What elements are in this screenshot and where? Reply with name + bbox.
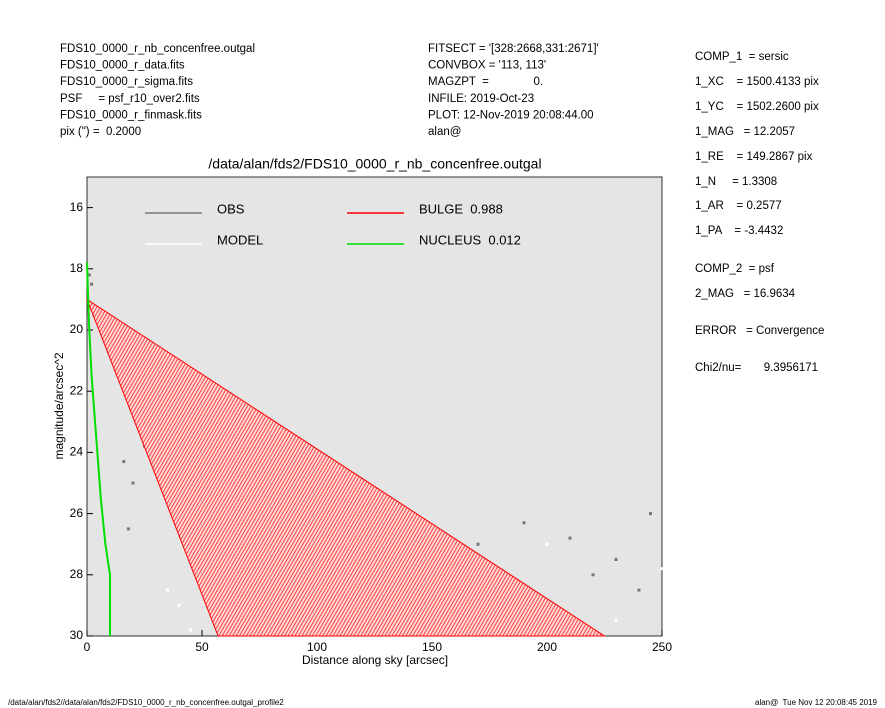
header-right-line: 1_AR = 0.2577: [695, 200, 782, 212]
point: [122, 460, 126, 464]
point: [126, 527, 130, 531]
y-tick-label: 24: [70, 445, 84, 459]
header-right-line: 1_YC = 1502.2600 pix: [695, 101, 819, 113]
point: [637, 588, 641, 592]
area: [85, 298, 607, 637]
point: [90, 282, 94, 286]
header-right-line: 1_RE = 149.2867 pix: [695, 151, 813, 163]
x-tick-label: 200: [537, 640, 557, 654]
legend-label: MODEL: [217, 232, 263, 247]
header-left-line: FDS10_0000_r_sigma.fits: [60, 76, 193, 88]
footer-right: alan@ Tue Nov 12 20:08:45 2019: [755, 698, 878, 707]
legend-label: NUCLEUS 0.012: [419, 232, 521, 247]
point: [660, 567, 664, 571]
point: [166, 588, 169, 592]
y-tick-label: 26: [70, 506, 84, 520]
point: [87, 273, 91, 277]
point: [131, 481, 135, 485]
point: [614, 619, 618, 623]
footer-left: /data/alan/fds2//data/alan/fds2/FDS10_00…: [8, 698, 284, 707]
x-tick-label: 0: [84, 640, 91, 654]
header-right-line: ERROR = Convergence: [695, 325, 824, 337]
y-tick-label: 28: [70, 567, 84, 581]
y-tick-label: 16: [70, 200, 84, 214]
header-right-line: 1_XC = 1500.4133 pix: [695, 76, 819, 88]
header-center-line: PLOT: 12-Nov-2019 20:08:44.00: [428, 109, 594, 121]
point: [476, 542, 480, 546]
header-right-line: 1_N = 1.3308: [695, 176, 777, 188]
header-center-line: MAGZPT = 0.: [428, 76, 543, 88]
header-center-line: alan@: [428, 126, 461, 138]
point: [177, 603, 181, 607]
point: [545, 542, 549, 546]
x-tick-label: 100: [307, 640, 327, 654]
point: [614, 558, 618, 561]
header-left-line: FDS10_0000_r_nb_concenfree.outgal: [60, 43, 255, 55]
header-center-line: INFILE: 2019-Oct-23: [428, 93, 534, 105]
header-right-line: 2_MAG = 16.9634: [695, 288, 796, 300]
y-tick-label: 18: [70, 261, 84, 275]
point: [649, 512, 652, 516]
point: [189, 628, 192, 632]
header-left-line: FDS10_0000_r_data.fits: [60, 60, 185, 72]
chart-title: /data/alan/fds2/FDS10_0000_r_nb_concenfr…: [208, 156, 541, 172]
header-right-line: Chi2/nu= 9.3956171: [695, 362, 818, 374]
x-axis-label: Distance along sky [arcsec]: [302, 653, 448, 667]
line: [86, 262, 111, 636]
point: [568, 536, 572, 540]
header-right-line: COMP_1 = sersic: [695, 51, 789, 63]
header-right-line: 1_PA = -3.4432: [695, 225, 783, 237]
x-tick-label: 50: [195, 640, 209, 654]
y-tick-label: 20: [70, 322, 84, 336]
x-tick-label: 250: [652, 640, 672, 654]
legend-label: OBS: [217, 201, 245, 216]
y-tick-label: 22: [70, 383, 84, 397]
y-tick-label: 30: [70, 628, 84, 642]
header-center-line: FITSECT = '[328:2668,331:2671]': [428, 43, 599, 55]
y-axis-label: magnitude/arcsec^2: [52, 352, 66, 459]
header-left-line: PSF = psf_r10_over2.fits: [60, 93, 200, 105]
header-center-line: CONVBOX = '113, 113': [428, 60, 546, 72]
point: [522, 521, 526, 525]
x-tick-label: 150: [422, 640, 442, 654]
header-left-line: FDS10_0000_r_finmask.fits: [60, 109, 202, 121]
header-left-line: pix (") = 0.2000: [60, 126, 141, 138]
legend-label: BULGE 0.988: [419, 201, 503, 216]
header-right-line: COMP_2 = psf: [695, 263, 775, 275]
header-right-line: 1_MAG = 12.2057: [695, 126, 795, 138]
point: [591, 573, 595, 577]
